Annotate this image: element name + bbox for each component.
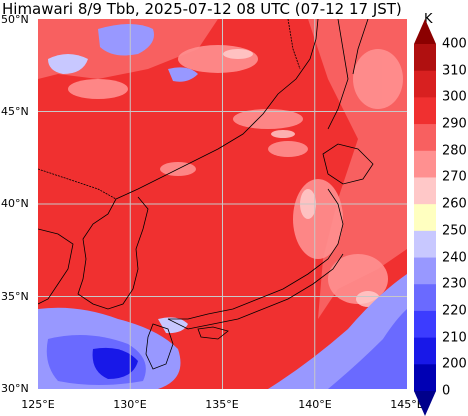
colorbar-extend-bottom	[414, 391, 436, 416]
cloud-speckles	[223, 49, 380, 307]
colorbar-segment	[414, 70, 436, 98]
colorbar-tick-label: 200	[442, 356, 467, 372]
lat-label-30: 30°N	[1, 382, 29, 395]
colorbar-segment	[414, 364, 436, 392]
coastlines	[38, 19, 374, 370]
colorbar-tick-label: 290	[442, 116, 467, 132]
colorbar-tick-label: 250	[442, 223, 467, 239]
colorbar-segment	[414, 177, 436, 205]
lon-label-145: 145°E	[390, 398, 424, 411]
colorbar-segment	[414, 257, 436, 285]
colorbar-segment	[414, 97, 436, 125]
cold-cloud-southeast	[268, 274, 407, 389]
colorbar-tick-label: 210	[442, 330, 467, 346]
colorbar-segment	[414, 204, 436, 232]
map-title: Himawari 8/9 Tbb, 2025-07-12 08 UTC (07-…	[2, 0, 402, 18]
colorbar-tick-label: 0	[442, 383, 451, 399]
lon-label-135: 135°E	[205, 398, 239, 411]
colorbar-tick-label: 260	[442, 196, 467, 212]
colorbar-tick-label: 220	[442, 303, 467, 319]
lon-label-125: 125°E	[21, 398, 55, 411]
cold-cloud-south	[38, 307, 188, 389]
colorbar-tick-label: 300	[442, 89, 467, 105]
satellite-map	[38, 19, 407, 389]
lat-label-45: 45°N	[1, 105, 29, 118]
lat-label-40: 40°N	[1, 197, 29, 210]
colorbar-segment	[414, 150, 436, 178]
colorbar-tick-label: 270	[442, 169, 467, 185]
colorbar-tick-label: 230	[442, 276, 467, 292]
tbb-map-canvas	[38, 19, 407, 389]
colorbar-segment	[414, 337, 436, 365]
lat-label-35: 35°N	[1, 290, 29, 303]
colorbar	[414, 19, 436, 416]
lon-label-140: 140°E	[298, 398, 332, 411]
colorbar-segment	[414, 44, 436, 72]
lon-label-130: 130°E	[113, 398, 147, 411]
colorbar-extend-top	[414, 19, 436, 44]
colorbar-tick-label: 240	[442, 250, 467, 266]
colorbar-segment	[414, 124, 436, 152]
graticule	[38, 19, 407, 389]
colorbar-segment	[414, 230, 436, 259]
colorbar-unit: K	[424, 12, 433, 27]
colorbar-segment	[414, 310, 436, 339]
colorbar-segment	[414, 284, 436, 312]
cold-cloud-north	[48, 24, 198, 82]
lat-label-50: 50°N	[1, 13, 29, 26]
colorbar-tick-label: 280	[442, 143, 467, 159]
colorbar-tick-label: 400	[442, 36, 467, 52]
colorbar-tick-label: 310	[442, 63, 467, 79]
